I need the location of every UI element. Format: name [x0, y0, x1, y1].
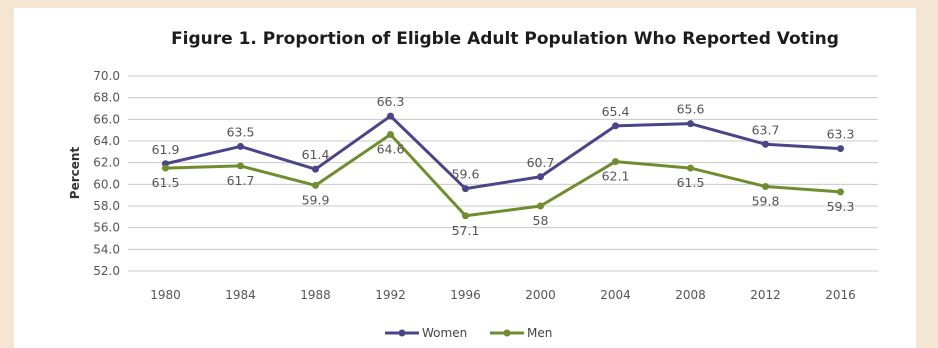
legend-label-women: Women: [422, 326, 467, 340]
data-label-men: 61.5: [152, 175, 180, 190]
y-tick-label: 70.0: [93, 69, 120, 83]
data-point-men: [387, 131, 394, 138]
data-point-men: [162, 164, 169, 172]
chart-title: Figure 1. Proportion of Eligble Adult Po…: [171, 29, 839, 49]
y-tick-labels: 52.0 54.0 56.0 58.0 60.0 62.0 64.0 66.0 68.0 70.0: [93, 69, 120, 278]
legend: Women Men: [385, 326, 552, 340]
data-label-men: 61.7: [227, 173, 255, 188]
x-tick-label: 1984: [225, 288, 256, 302]
data-label-women: 65.6: [677, 102, 705, 117]
data-label-women: 63.3: [827, 127, 855, 142]
legend-label-men: Men: [527, 326, 552, 340]
data-label-men: 59.8: [752, 194, 780, 209]
x-tick-label: 1988: [300, 288, 331, 302]
x-tick-label: 2016: [825, 288, 856, 302]
series-line-women: [165, 114, 841, 191]
x-tick-label: 2012: [750, 288, 781, 302]
data-label-women: 63.5: [227, 124, 255, 139]
x-tick-label: 2000: [525, 288, 556, 302]
data-point-women: [837, 145, 844, 153]
data-label-men: 59.3: [827, 199, 855, 214]
legend-marker-women: [398, 329, 406, 337]
x-tick-label: 2008: [675, 288, 706, 302]
y-tick-label: 58.0: [93, 199, 120, 213]
y-tick-label: 66.0: [93, 112, 120, 126]
data-point-men: [312, 181, 319, 189]
data-label-men: 62.1: [602, 169, 630, 184]
data-point-men: [462, 212, 469, 220]
x-tick-label: 1992: [375, 288, 406, 302]
data-labels: 61.9 63.5 61.4 66.3 59.6 60.7 65.4 65.6 63.7 63.3…: [152, 94, 855, 238]
data-point-women: [537, 173, 544, 181]
y-tick-label: 52.0: [93, 264, 120, 278]
data-label-women: 66.3: [377, 94, 405, 109]
y-tick-label: 56.0: [93, 221, 120, 235]
data-point-women: [612, 122, 619, 130]
x-tick-labels: 1980 1984 1988 1992 1996 2000 2004 2008 2012 2016: [150, 288, 856, 302]
data-label-men: 64.6: [377, 142, 405, 157]
x-tick-label: 1996: [450, 288, 481, 302]
data-label-women: 60.7: [527, 155, 555, 170]
data-point-women: [462, 185, 469, 193]
data-point-women: [312, 165, 319, 173]
data-point-men: [837, 188, 844, 196]
y-tick-label: 54.0: [93, 242, 120, 256]
y-tick-label: 62.0: [93, 156, 120, 170]
series-lines: [162, 112, 844, 220]
data-label-women: 59.6: [452, 167, 480, 182]
y-tick-label: 60.0: [93, 177, 120, 191]
x-tick-label: 1980: [150, 288, 181, 302]
data-label-men: 57.1: [452, 223, 480, 238]
data-point-women: [387, 112, 394, 120]
data-point-men: [537, 202, 544, 210]
chart-panel: [14, 8, 916, 348]
data-point-women: [687, 120, 694, 128]
data-point-men: [687, 164, 694, 172]
data-label-women: 63.7: [752, 122, 780, 137]
data-label-women: 61.4: [302, 147, 330, 162]
data-label-women: 61.9: [152, 142, 180, 157]
data-label-men: 58: [533, 213, 549, 228]
data-point-men: [762, 183, 769, 190]
data-point-men: [237, 162, 244, 170]
data-label-men: 59.9: [302, 192, 330, 207]
series-line-men: [165, 133, 841, 218]
legend-marker-men: [503, 329, 511, 337]
data-point-women: [237, 142, 244, 150]
y-axis-label: Percent: [68, 147, 82, 200]
data-point-women: [762, 140, 769, 148]
y-tick-label: 68.0: [93, 91, 120, 105]
data-label-men: 61.5: [677, 175, 705, 190]
y-tick-label: 64.0: [93, 134, 120, 148]
data-point-men: [612, 158, 619, 166]
data-label-women: 65.4: [602, 104, 630, 119]
x-tick-label: 2004: [600, 288, 631, 302]
